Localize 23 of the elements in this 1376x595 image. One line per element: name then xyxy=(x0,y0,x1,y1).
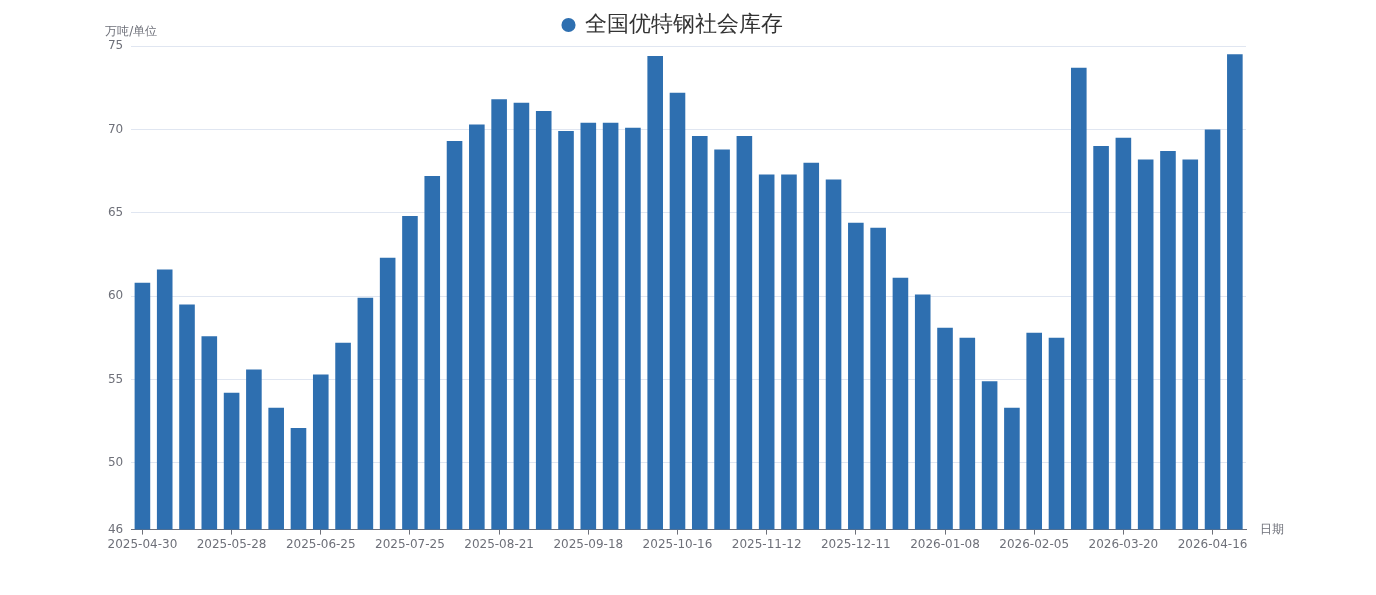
x-tick-label: 2025-11-12 xyxy=(731,536,802,551)
x-tick-label: 2025-07-25 xyxy=(375,536,445,551)
y-tick-label: 70 xyxy=(107,121,124,136)
x-axis-title: 日期 xyxy=(1260,521,1284,536)
y-tick-label: 75 xyxy=(107,38,124,53)
y-tick-label: 55 xyxy=(107,371,124,386)
y-tick-label: 46 xyxy=(107,521,124,536)
x-tick-label: 2025-04-30 xyxy=(107,536,178,551)
y-axis-title: 万吨/单位 xyxy=(105,24,158,39)
x-tick-label: 2025-09-18 xyxy=(553,536,624,551)
x-tick-label: 2025-12-11 xyxy=(820,536,891,551)
x-tick-label: 2025-08-21 xyxy=(464,536,535,551)
y-tick-label: 65 xyxy=(107,204,124,219)
x-tick-label: 2025-06-25 xyxy=(285,536,356,551)
y-tick-label: 60 xyxy=(107,288,124,303)
x-tick-label: 2026-01-08 xyxy=(910,536,980,551)
y-tick-label: 50 xyxy=(107,455,124,470)
x-tick-label: 2025-05-28 xyxy=(196,536,267,551)
x-tick-label: 2026-03-20 xyxy=(1088,536,1159,551)
x-tick-label: 2026-02-05 xyxy=(999,536,1070,551)
x-tick-label: 2025-10-16 xyxy=(642,536,713,551)
legend-label: 全国优特钢社会库存 xyxy=(584,10,783,36)
x-tick-label: 2026-04-16 xyxy=(1177,536,1248,551)
